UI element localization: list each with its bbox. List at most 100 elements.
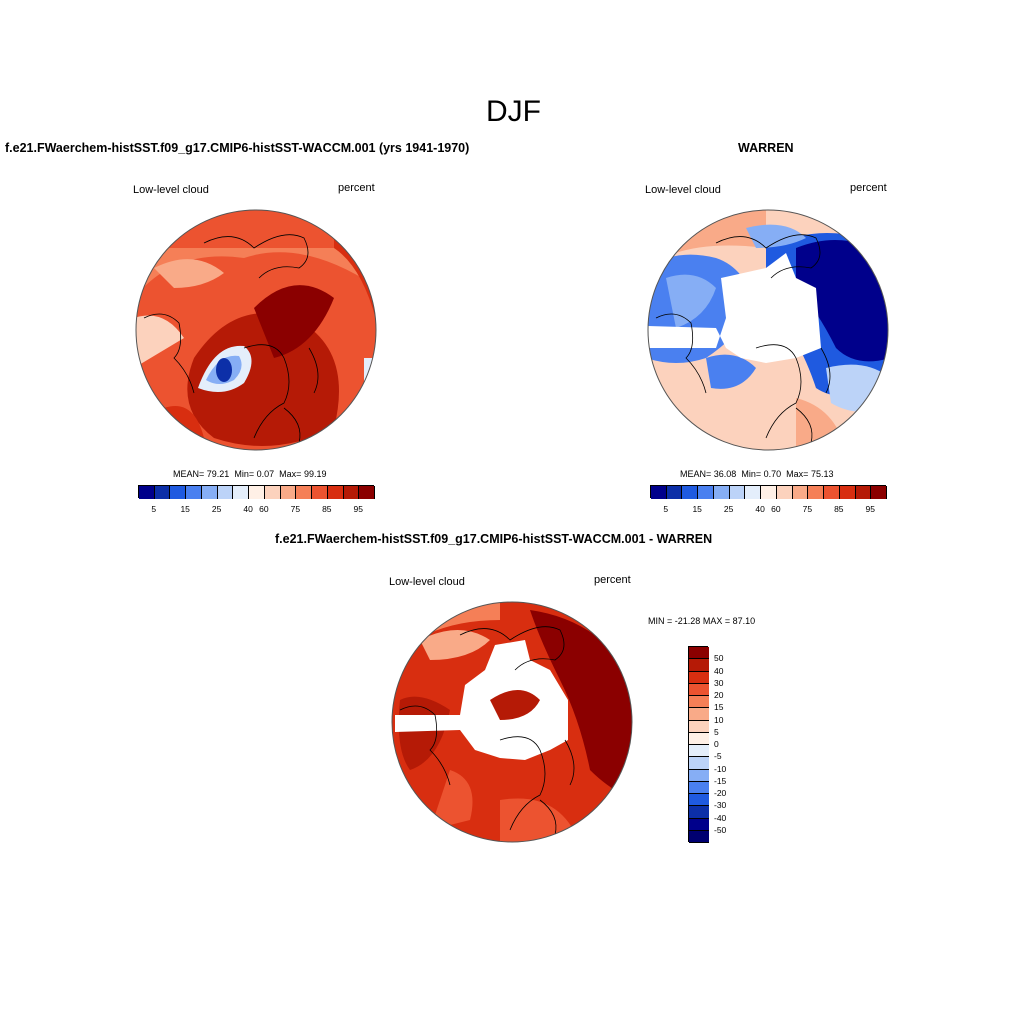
panel2-mean: 36.08: [713, 469, 737, 479]
colorbar-swatch: [689, 696, 709, 709]
colorbar-tick-label: 5: [714, 726, 719, 737]
colorbar-swatch: [824, 486, 840, 499]
colorbar-tick-label: 5: [151, 504, 157, 514]
colorbar-swatch: [689, 794, 709, 807]
colorbar-tick-label: -30: [714, 800, 727, 811]
colorbar-swatch: [698, 486, 714, 499]
colorbar-tick-label: 60: [771, 504, 781, 514]
panel3-units: percent: [594, 574, 631, 586]
colorbar-tick-label: 85: [834, 504, 844, 514]
colorbar-swatch: [689, 769, 709, 782]
colorbar-swatch: [280, 486, 297, 499]
colorbar-tick-label: 20: [714, 690, 724, 700]
colorbar-swatch: [689, 806, 709, 819]
colorbar-swatch: [689, 683, 709, 696]
colorbar-tick-label: 25: [723, 504, 734, 514]
panel2-stats: MEAN= 36.08 Min= 0.70 Max= 75.13: [680, 469, 833, 479]
panel2-max-label: Max=: [786, 469, 809, 479]
panel1-stats: MEAN= 79.21 Min= 0.07 Max= 99.19: [173, 469, 326, 479]
colorbar-swatch: [689, 781, 709, 794]
panel1-mean-label: MEAN=: [173, 469, 205, 479]
colorbar-tick-label: -15: [714, 775, 727, 786]
colorbar-tick-label: 15: [180, 504, 190, 514]
colorbar-swatch: [201, 486, 218, 499]
panel3-variable: Low-level cloud: [389, 576, 465, 588]
colorbar-swatch: [776, 486, 793, 499]
colorbar-tick-label: -40: [714, 812, 727, 823]
colorbar-swatch: [689, 745, 709, 758]
panel3-min: -21.28: [674, 616, 701, 626]
colorbar-swatch: [651, 486, 667, 499]
colorbar-swatch: [170, 486, 187, 499]
colorbar-swatch: [296, 486, 313, 499]
colorbar-swatch: [745, 486, 762, 499]
colorbar-swatch: [761, 486, 777, 499]
panel2-units: percent: [850, 182, 887, 194]
panel2-min-label: Min=: [741, 469, 762, 479]
colorbar-swatch: [154, 486, 171, 499]
colorbar-tick-label: -20: [714, 788, 727, 798]
colorbar-tick-label: 30: [714, 677, 724, 688]
colorbar-swatch: [343, 486, 360, 499]
figure-title: DJF: [486, 95, 541, 128]
colorbar-swatch: [689, 647, 709, 660]
panel2-colorbar: [650, 485, 887, 499]
colorbar-tick-label: 5: [663, 504, 669, 514]
colorbar-swatch: [312, 486, 328, 499]
colorbar-tick-label: 0: [714, 739, 719, 749]
panel1-max: 99.19: [303, 469, 327, 479]
colorbar-tick-label: 40: [243, 504, 253, 514]
panel2-polar-map: [647, 209, 889, 451]
colorbar-tick-label: -5: [714, 751, 722, 762]
colorbar-tick-label: 25: [211, 504, 222, 514]
panel3-max-label: MAX =: [702, 616, 731, 626]
colorbar-tick-label: 15: [714, 702, 724, 713]
panel2-variable: Low-level cloud: [645, 184, 721, 196]
panel2-mean-label: MEAN=: [680, 469, 712, 479]
panel2-colorbar-ticks: 5 15 25 40 60 75 85 95: [650, 504, 886, 516]
panel1-colorbar-ticks: 5 15 25 40 60 75 85 95: [138, 504, 374, 516]
colorbar-swatch: [689, 720, 709, 733]
colorbar-swatch: [682, 486, 699, 499]
colorbar-tick-label: 75: [802, 504, 813, 514]
panel3-stats: MIN = -21.28 MAX = 87.10: [648, 616, 755, 626]
panel3-max: 87.10: [732, 616, 756, 626]
colorbar-swatch: [792, 486, 809, 499]
colorbar-tick-label: 15: [692, 504, 702, 514]
colorbar-swatch: [249, 486, 265, 499]
panel3-polar-map: [391, 601, 633, 843]
panel1-units: percent: [338, 182, 375, 194]
panel3-min-label: MIN =: [648, 616, 673, 626]
colorbar-tick-label: 95: [353, 504, 363, 514]
panel2-max: 75.13: [810, 469, 834, 479]
panel1-title: f.e21.FWaerchem-histSST.f09_g17.CMIP6-hi…: [5, 141, 470, 155]
colorbar-swatch: [689, 659, 709, 672]
panel3-colorbar-ticks: 50 40 30 20 15 10 5 0 -5 -10 -15 -20 -30 -40 -50: [714, 646, 754, 842]
colorbar-tick-label: 50: [714, 653, 724, 664]
colorbar-swatch: [689, 671, 709, 684]
colorbar-swatch: [233, 486, 250, 499]
colorbar-tick-label: 40: [755, 504, 765, 514]
panel2-title: WARREN: [738, 141, 794, 155]
panel1-variable: Low-level cloud: [133, 184, 209, 196]
panel2-min: 0.70: [763, 469, 782, 479]
colorbar-tick-label: 40: [714, 665, 724, 676]
panel3-colorbar: [688, 646, 709, 843]
colorbar-swatch: [139, 486, 155, 499]
colorbar-tick-label: -10: [714, 763, 727, 774]
colorbar-swatch: [689, 757, 709, 770]
colorbar-swatch: [839, 486, 856, 499]
colorbar-tick-label: -50: [714, 824, 727, 835]
colorbar-swatch: [855, 486, 872, 499]
colorbar-tick-label: 75: [290, 504, 301, 514]
colorbar-swatch: [808, 486, 825, 499]
colorbar-tick-label: 60: [259, 504, 269, 514]
colorbar-tick-label: 95: [865, 504, 875, 514]
panel1-colorbar: [138, 485, 375, 499]
panel1-min: 0.07: [256, 469, 275, 479]
colorbar-swatch: [327, 486, 344, 499]
panel1-mean: 79.21: [206, 469, 230, 479]
colorbar-swatch: [689, 818, 709, 831]
panel1-min-label: Min=: [234, 469, 255, 479]
colorbar-swatch: [217, 486, 234, 499]
